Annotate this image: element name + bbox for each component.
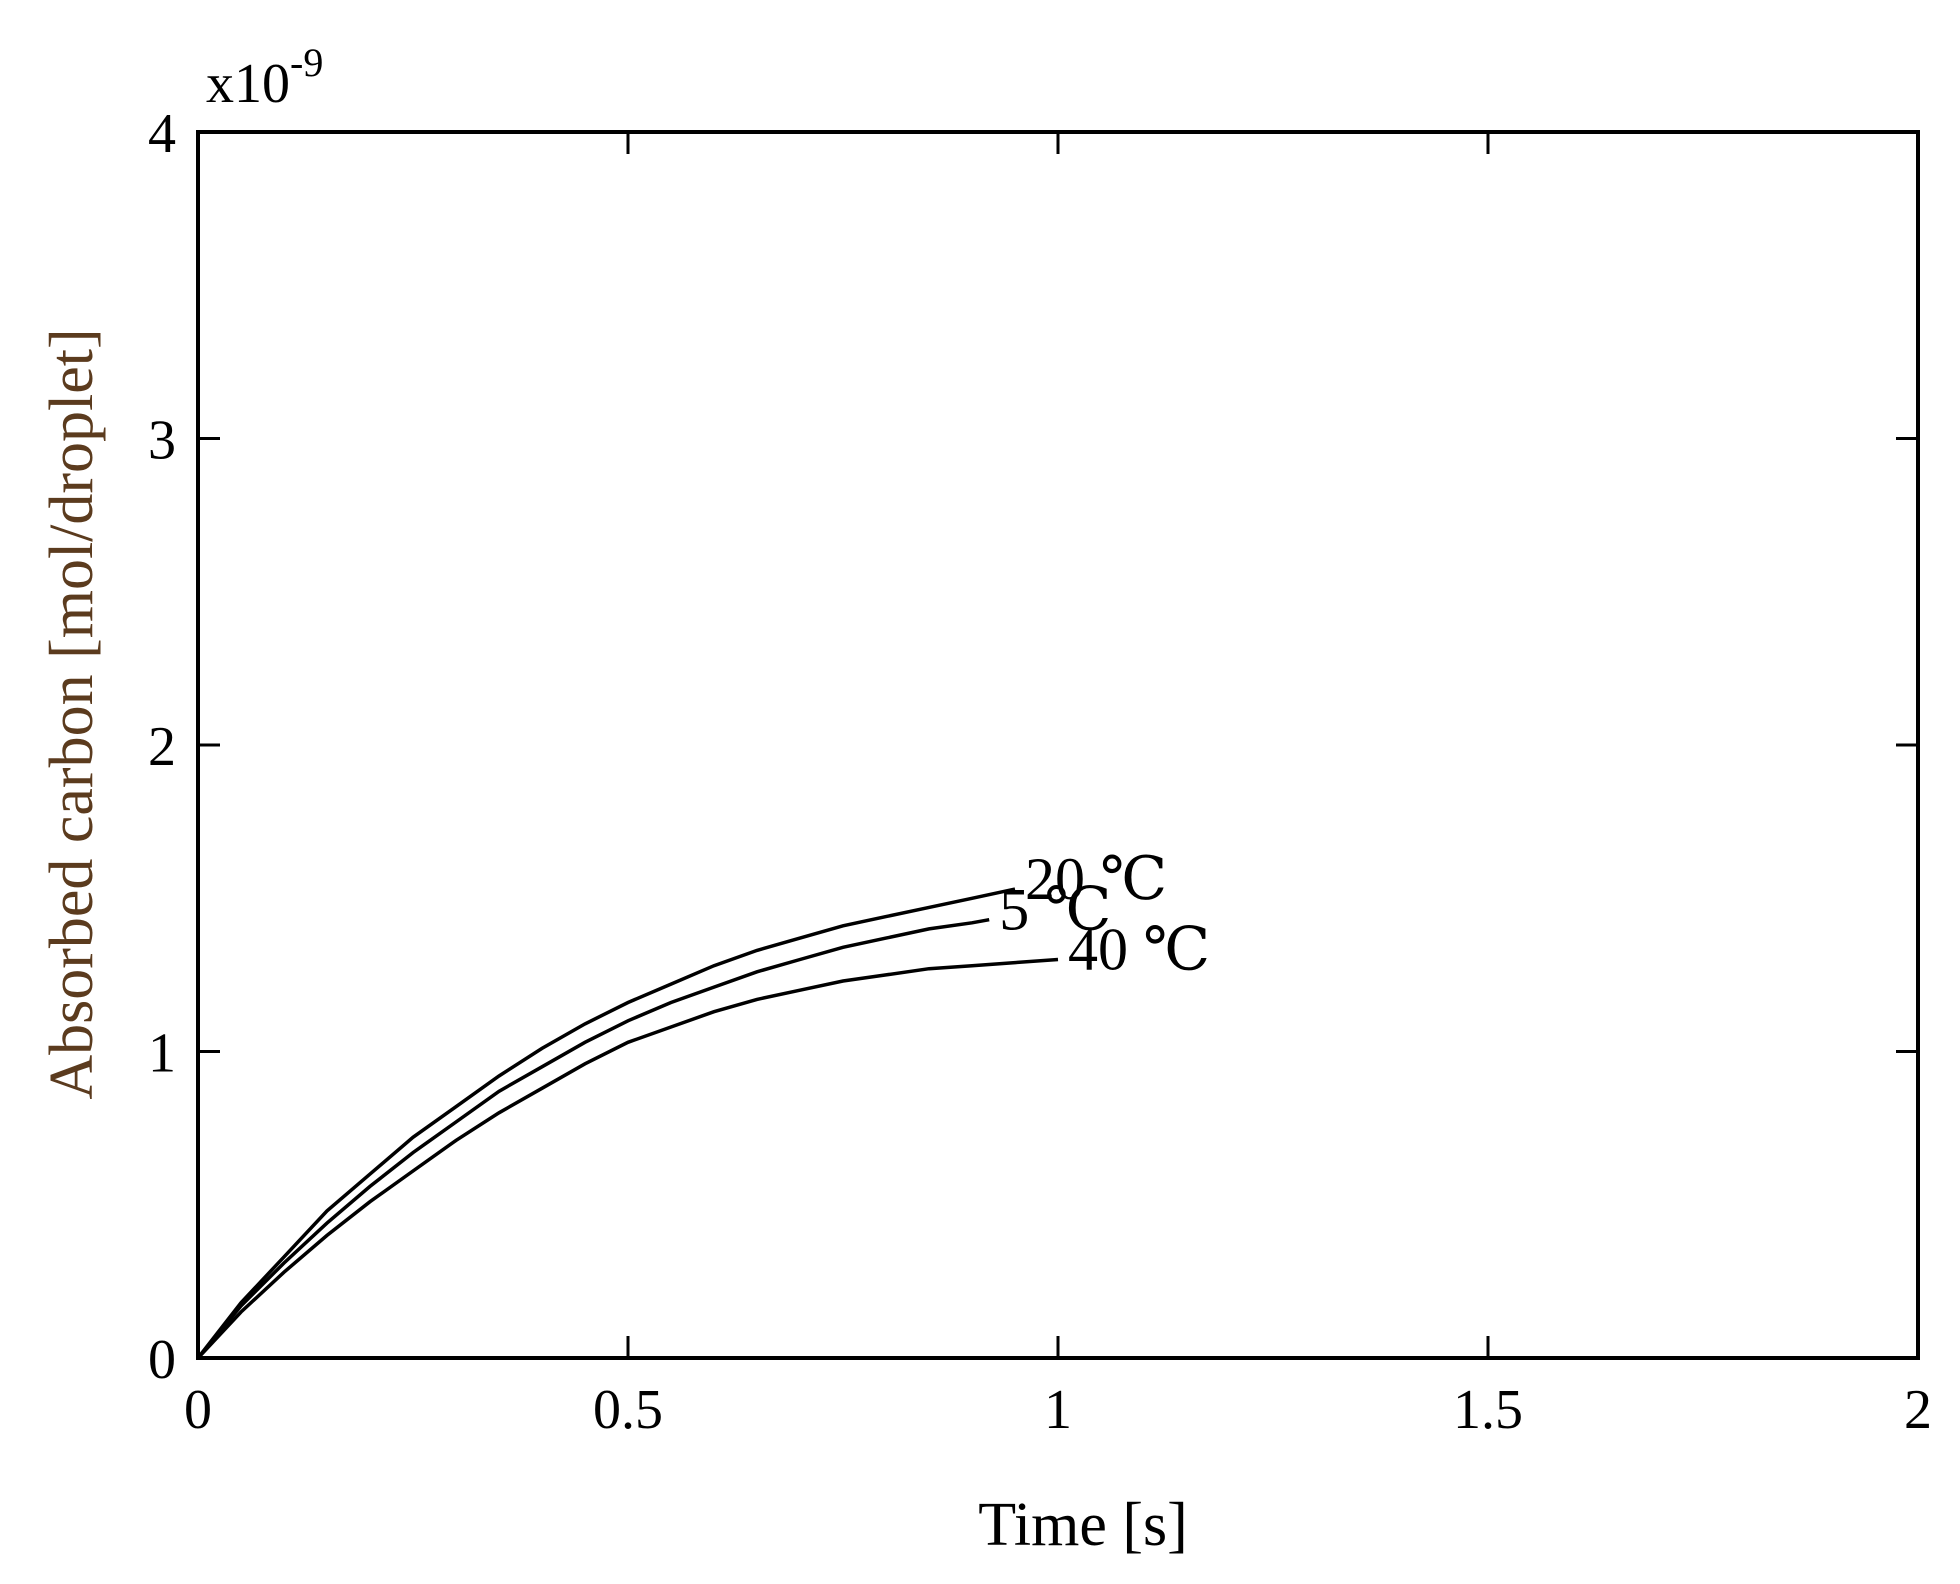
x-tick-label: 2 bbox=[1904, 1379, 1932, 1441]
y-tick-label: 4 bbox=[148, 103, 176, 165]
y-tick-label: 1 bbox=[148, 1023, 176, 1085]
series-labels: 20 ℃5 ℃40 ℃ bbox=[999, 846, 1210, 982]
y-tick-label: 2 bbox=[148, 716, 176, 778]
series-line-2 bbox=[196, 957, 1059, 1360]
y-tick-label: 0 bbox=[148, 1329, 176, 1391]
axis-tick-labels: 0 0.5 1 1.5 2 0 1 2 3 4 bbox=[148, 103, 1932, 1441]
x-tick-label: 1 bbox=[1044, 1379, 1072, 1441]
y-multiplier-base: x10 bbox=[206, 53, 290, 115]
series-label-1: 5 ℃ bbox=[999, 877, 1111, 943]
y-multiplier: x10-9 bbox=[206, 40, 323, 115]
series-lines bbox=[196, 887, 1059, 1360]
y-tick-label: 3 bbox=[148, 410, 176, 472]
series-line-1 bbox=[196, 917, 990, 1360]
plot-frame bbox=[196, 130, 1920, 1360]
x-tick-label: 1.5 bbox=[1453, 1379, 1523, 1441]
y-axis-label: Absorbed carbon [mol/droplet] bbox=[38, 328, 106, 1099]
series-label-0: 20 ℃ bbox=[1025, 846, 1167, 912]
series-label-2: 40 ℃ bbox=[1068, 917, 1210, 983]
x-axis-label: Time [s] bbox=[978, 1491, 1188, 1559]
axis-ticks bbox=[198, 132, 1918, 1358]
x-tick-label: 0 bbox=[184, 1379, 212, 1441]
x-tick-label: 0.5 bbox=[593, 1379, 663, 1441]
y-multiplier-exponent: -9 bbox=[290, 40, 323, 85]
series-line-0 bbox=[196, 887, 1016, 1360]
